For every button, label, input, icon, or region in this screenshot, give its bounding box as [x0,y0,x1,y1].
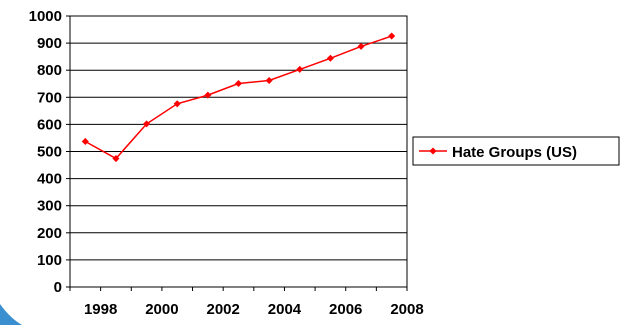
data-point [173,100,181,108]
data-point [204,91,212,99]
x-axis: 1998 2000 2002 2004 2006 2008 [69,287,424,318]
y-tick-label: 300 [37,198,62,215]
x-tick-label: 2002 [206,301,239,318]
data-point [296,65,304,73]
data-point [143,120,151,128]
y-tick-label: 600 [37,116,62,133]
data-point [234,79,243,88]
y-tick-label: 900 [37,35,62,52]
corner-accent [0,304,22,325]
y-tick-label: 800 [37,62,62,79]
legend-swatch-marker [429,147,437,155]
y-tick-label: 1000 [29,8,62,25]
x-tick-label: 2000 [145,301,178,318]
x-tick-label: 1998 [84,301,117,318]
y-axis: 0 100 200 300 400 500 600 700 800 900 1000 [29,8,70,296]
data-point [81,137,89,146]
data-point [112,155,120,163]
y-tick-label: 400 [37,171,62,188]
data-point [326,54,334,62]
legend-box [412,136,620,166]
y-tick-label: 100 [37,252,62,269]
series-hate-groups [81,32,396,163]
x-tick-label: 2004 [268,301,302,318]
y-tick-label: 0 [54,279,62,296]
data-point [265,76,273,85]
y-tick-label: 200 [37,225,62,242]
data-point [388,32,396,40]
x-tick-label: 2006 [329,301,362,318]
legend-label: Hate Groups (US) [452,144,577,161]
legend: Hate Groups (US) [412,136,620,166]
x-tick-label: 2008 [390,301,423,318]
y-tick-label: 500 [37,144,62,161]
data-point [357,42,365,50]
gridlines [70,42,407,261]
y-tick-label: 700 [37,89,62,106]
